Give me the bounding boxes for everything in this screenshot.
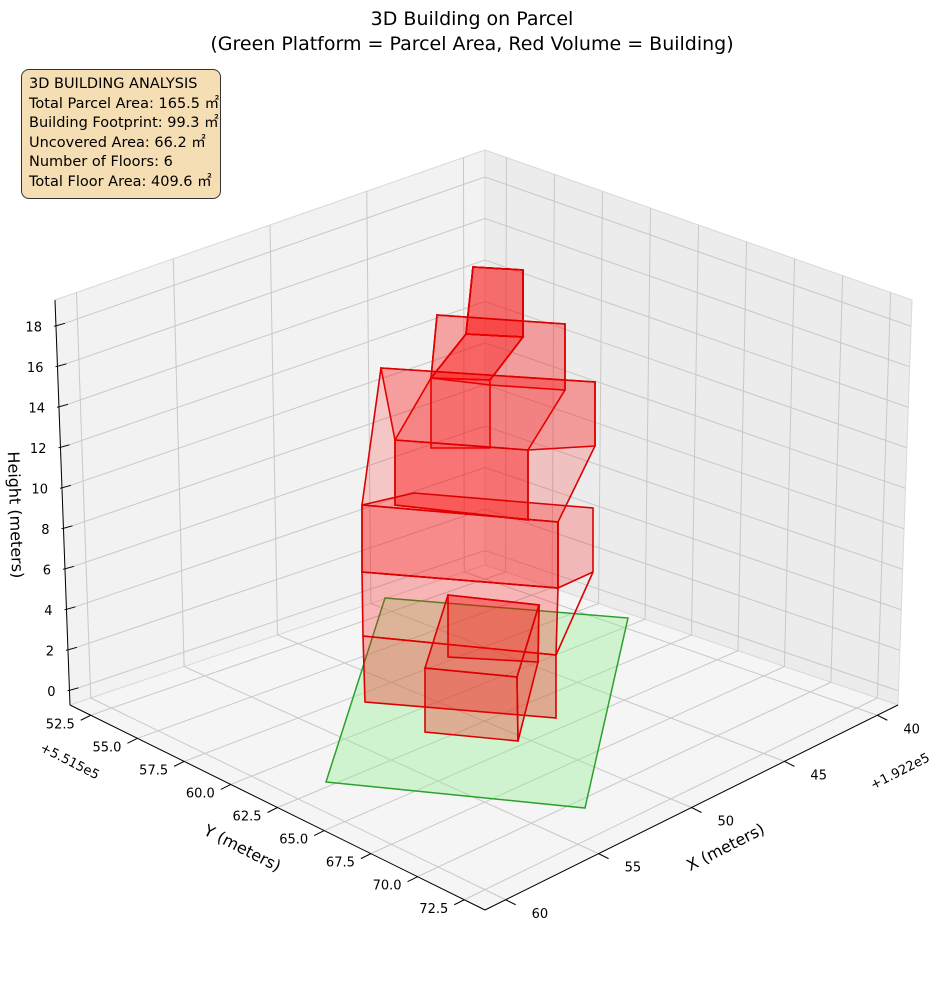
z-tick-mark [61,525,73,530]
grid-lines [55,157,912,901]
y-tick-label: 72.5 [419,902,448,917]
y-gridline [90,157,507,716]
x-tick-mark [505,899,516,906]
z-gridline [69,549,899,692]
z-tick-label: 4 [44,604,52,619]
y-tick-mark [220,783,232,790]
x-gridline [172,258,599,855]
y-gridline [464,292,892,901]
z-tick-mark [59,484,72,489]
info-number-of-floors: Number of Floors: 6 [29,154,173,171]
z-tick-label: 18 [25,320,42,335]
y-gridline [370,258,796,855]
z-tick-mark [58,444,70,449]
z-gridline [58,259,909,408]
x-tick-mark [691,807,702,813]
y-tick-mark [454,899,465,906]
z-gridline [64,425,903,570]
building-edge [555,571,594,656]
y-tick-mark [127,737,138,744]
x-tick-mark [598,853,609,860]
z-tick-label: 6 [43,563,51,578]
info-uncovered-area: Uncovered Area: 66.2 ㎡ [29,134,206,151]
building-tier-top-column [430,266,524,449]
z-axis-label: Height (meters) [4,451,27,579]
z-gridline [57,217,910,368]
x-gridline [463,157,878,716]
analysis-info-box: 3D BUILDING ANALYSIS Total Parcel Area: … [21,69,221,199]
building-volume [361,266,596,742]
x-tick-label: 60 [532,907,549,922]
chart-title-line2: (Green Platform = Parcel Area, Red Volum… [210,33,733,55]
y-tick-mark [80,714,91,721]
x-offset-label: +1.922e5 [868,751,932,794]
z-tick-mark [67,687,79,692]
y-tick-label: 65.0 [279,833,308,848]
y-tick-label: 55.0 [92,740,121,755]
y-gridline [277,224,699,808]
x-gridline [269,224,692,808]
z-tick-label: 0 [47,685,55,700]
y-tick-label: 62.5 [233,810,262,825]
building-annex-side [516,604,540,742]
z-tick-mark [53,322,66,327]
z-gridline [60,300,908,449]
tick-labels: 0 2 4 6 8 10 12 14 16 18 52.5 55.0 57.5 60.0 62.5 65.0 6… [25,320,919,921]
z-tick-mark [55,363,67,368]
building-annex-front [424,667,519,742]
x-gridline [76,292,506,901]
y-tick-mark [173,760,185,767]
y-gridline [417,275,844,878]
y-tick-label: 57.5 [139,763,168,778]
y-gridline [230,208,651,785]
z-tick-label: 8 [41,523,49,538]
y-tick-mark [313,830,325,837]
info-total-floor-area: Total Floor Area: 409.6 ㎡ [29,173,212,190]
x-tick-label: 45 [810,768,827,783]
z-tick-label: 2 [46,644,54,659]
info-total-parcel-area: Total Parcel Area: 165.5 ㎡ [29,95,220,112]
parcel-platform [325,597,629,809]
z-tick-label: 10 [31,482,48,497]
y-tick-label: 67.5 [326,856,355,871]
y-tick-label: 60.0 [186,786,215,801]
building-tier-base-front [362,635,557,719]
z-tick-mark [56,403,69,408]
z-tick-label: 14 [28,401,45,416]
info-heading: 3D BUILDING ANALYSIS [29,76,198,92]
z-tick-mark [65,646,78,651]
x-tick-label: 55 [625,861,642,876]
y-axis-label: Y (meters) [200,820,284,875]
z-gridline [66,466,902,611]
z-axis-line [54,299,71,706]
y-tick-mark [360,853,372,860]
chart-title-line1: 3D Building on Parcel [371,8,574,30]
y-tick-mark [267,807,278,813]
x-gridline [366,191,785,762]
z-tick-label: 12 [30,442,47,457]
z-gridline [67,508,901,651]
x-tick-label: 50 [718,815,735,830]
y-gridline [323,241,748,832]
z-gridline [55,176,912,327]
z-tick-mark [62,565,75,570]
x-tick-mark [784,760,795,767]
z-tick-label: 16 [27,361,44,376]
info-building-footprint: Building Footprint: 99.3 ㎡ [29,115,219,132]
y-tick-mark [407,876,418,883]
x-tick-label: 40 [903,722,920,737]
y-tick-label: 52.5 [46,717,75,732]
z-tick-mark [64,606,76,611]
y-tick-label: 70.0 [373,879,402,894]
z-gridline [61,342,906,489]
x-tick-mark [877,714,888,721]
y-gridline [183,191,603,762]
parcel-polygon [325,597,629,809]
